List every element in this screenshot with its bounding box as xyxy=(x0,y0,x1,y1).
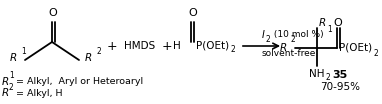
Text: HMDS: HMDS xyxy=(125,41,155,51)
Text: 2: 2 xyxy=(291,35,296,45)
Text: = Alkyl, H: = Alkyl, H xyxy=(13,89,63,98)
Text: +: + xyxy=(162,40,172,53)
Text: 2: 2 xyxy=(97,48,102,56)
Text: O: O xyxy=(189,8,197,18)
Text: O: O xyxy=(49,8,57,18)
Text: O: O xyxy=(333,18,342,28)
Text: 2: 2 xyxy=(9,82,14,92)
Text: NH: NH xyxy=(309,69,325,79)
Text: R: R xyxy=(280,43,287,53)
Text: 2: 2 xyxy=(266,35,271,43)
Text: R: R xyxy=(2,77,9,87)
Text: 35: 35 xyxy=(332,70,348,80)
Text: 2: 2 xyxy=(326,74,331,82)
Text: R: R xyxy=(2,88,9,98)
Text: +: + xyxy=(107,40,117,53)
Text: R: R xyxy=(319,18,326,28)
Text: P(OEt): P(OEt) xyxy=(196,41,229,51)
Text: 70-95%: 70-95% xyxy=(320,82,360,92)
Text: R: R xyxy=(10,53,17,63)
Text: 1: 1 xyxy=(21,48,26,56)
Text: (10 mol %): (10 mol %) xyxy=(271,30,324,40)
Text: 2: 2 xyxy=(231,46,236,54)
Text: P(OEt): P(OEt) xyxy=(339,43,372,53)
Text: 2: 2 xyxy=(374,48,379,58)
Text: solvent-free: solvent-free xyxy=(262,50,316,58)
Text: R: R xyxy=(85,53,92,63)
Text: = Alkyl,  Aryl or Heteroaryl: = Alkyl, Aryl or Heteroaryl xyxy=(13,77,143,87)
Text: I: I xyxy=(262,30,265,40)
Text: 1: 1 xyxy=(9,72,14,80)
Text: H: H xyxy=(173,41,181,51)
Text: 1: 1 xyxy=(327,25,332,35)
